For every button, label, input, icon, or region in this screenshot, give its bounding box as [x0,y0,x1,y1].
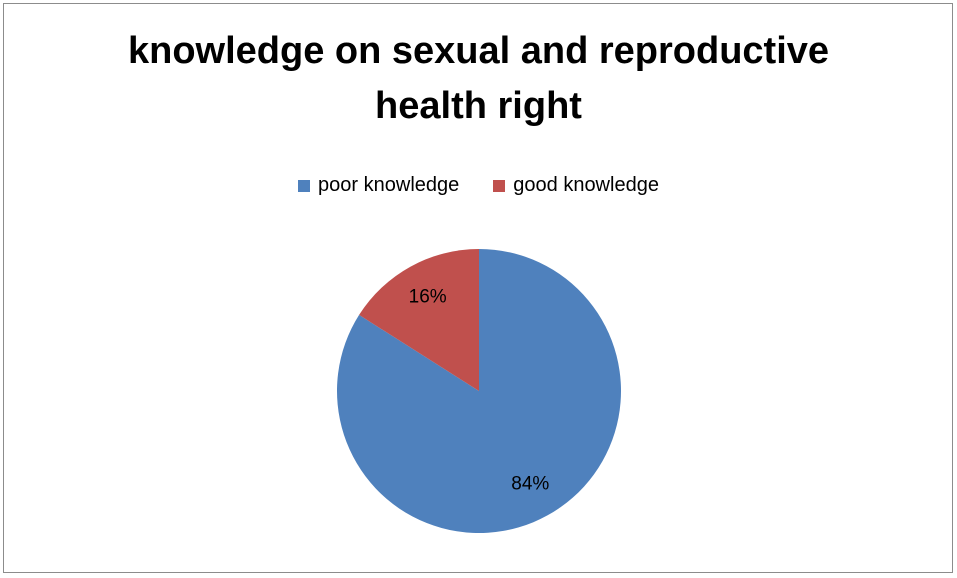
legend-label: good knowledge [513,174,659,196]
legend-label: poor knowledge [318,174,460,196]
legend-swatch [493,179,506,192]
chart-title: knowledge on sexual and reproductive hea… [127,30,830,127]
chart-frame [3,3,953,573]
data-label: 16% [409,287,447,308]
pie-slice [359,249,479,391]
legend-item: good knowledge [493,174,659,197]
data-label: 84% [511,473,549,494]
legend: poor knowledge good knowledge [0,174,957,197]
legend-item: poor knowledge [298,174,459,197]
legend-swatch [298,179,311,192]
